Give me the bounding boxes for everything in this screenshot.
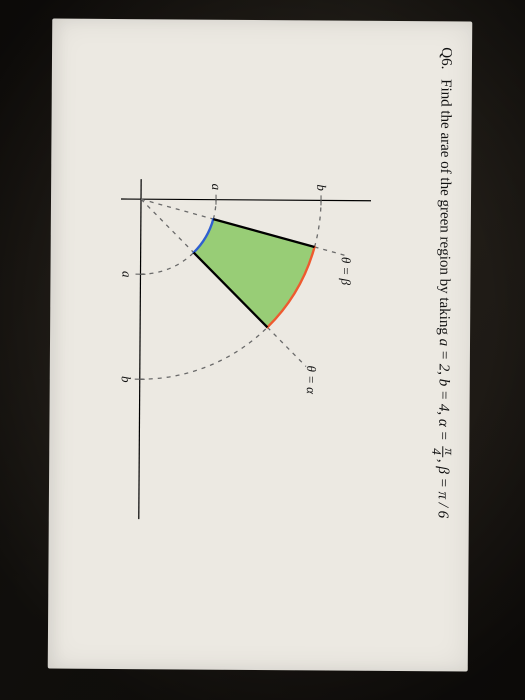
- ray-beta-outer-dash: [314, 247, 348, 256]
- label-a-x: a: [119, 271, 134, 278]
- expr-beta: β = π / 6: [435, 466, 451, 518]
- expr-a: a = 2: [436, 339, 452, 372]
- outer-arc-dash-2: [315, 200, 321, 247]
- y-axis: [121, 199, 371, 201]
- label-b-y: b: [314, 184, 329, 191]
- figure: a b a b θ = α θ = β: [89, 139, 402, 551]
- question-stem: Find the arae of the green region by tak…: [436, 79, 454, 339]
- page: Q6. Find the arae of the green region by…: [48, 19, 473, 672]
- green-region: [193, 219, 315, 328]
- outer-arc-dash-1: [140, 326, 268, 380]
- label-a-y: a: [209, 184, 224, 191]
- x-axis: [139, 179, 141, 519]
- expr-alpha-frac: π 4: [430, 446, 456, 457]
- label-theta-beta: θ = β: [339, 257, 354, 286]
- ray-beta-inner-dash: [141, 199, 214, 219]
- label-b-x: b: [119, 376, 134, 383]
- inner-arc-dash-1: [140, 252, 193, 274]
- ray-alpha-outer-dash: [267, 327, 306, 366]
- question-line: Q6. Find the arae of the green region by…: [428, 47, 458, 657]
- question-number: Q6.: [438, 47, 454, 69]
- expr-b: b = 4: [435, 379, 451, 412]
- ray-alpha-inner-dash: [141, 199, 194, 252]
- label-theta-alpha: θ = α: [304, 365, 319, 395]
- expr-alpha-lhs: α =: [435, 419, 451, 441]
